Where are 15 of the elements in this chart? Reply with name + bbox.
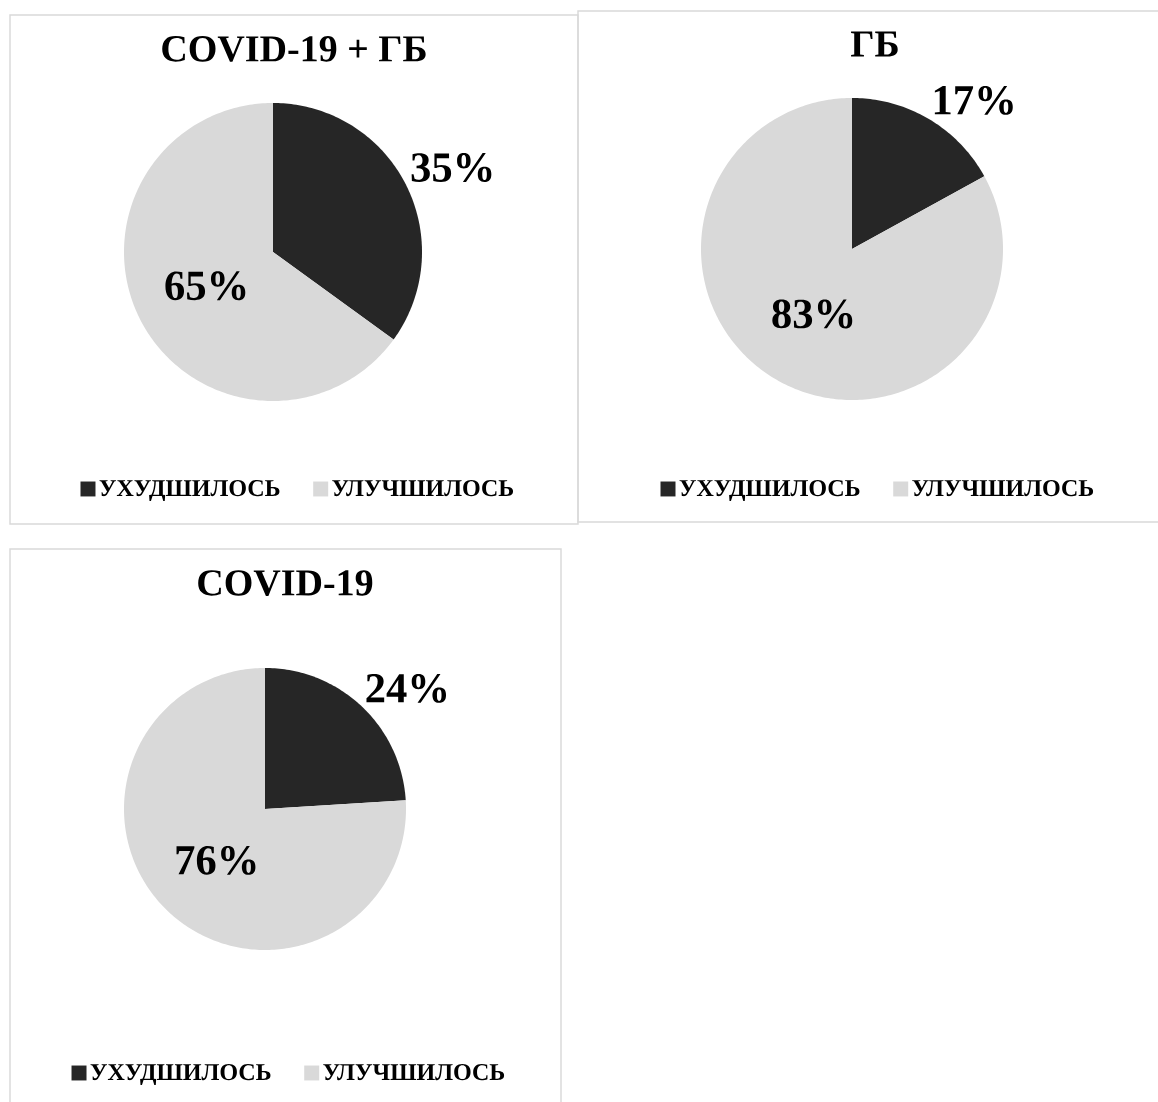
legend-label: УХУДШИЛОСЬ: [99, 480, 280, 502]
legend-label: УХУДШИЛОСЬ: [90, 1064, 271, 1086]
chart-title: COVID-19: [198, 570, 373, 596]
chart-title: COVID-19 + ГБ: [162, 36, 426, 62]
data-label: 76%: [176, 845, 256, 875]
data-label: 83%: [772, 299, 853, 329]
data-label: 35%: [411, 153, 492, 183]
legend-label: УЛУЧШИЛОСЬ: [332, 480, 514, 497]
data-label: 65%: [165, 271, 246, 301]
data-label: 24%: [366, 673, 447, 703]
legend-label: УЛУЧШИЛОСЬ: [323, 1064, 505, 1081]
legend-label: УХУДШИЛОСЬ: [679, 480, 860, 502]
chart-title: ГБ: [851, 31, 898, 57]
data-label: 17%: [934, 85, 1013, 115]
legend-label: УЛУЧШИЛОСЬ: [912, 480, 1094, 497]
